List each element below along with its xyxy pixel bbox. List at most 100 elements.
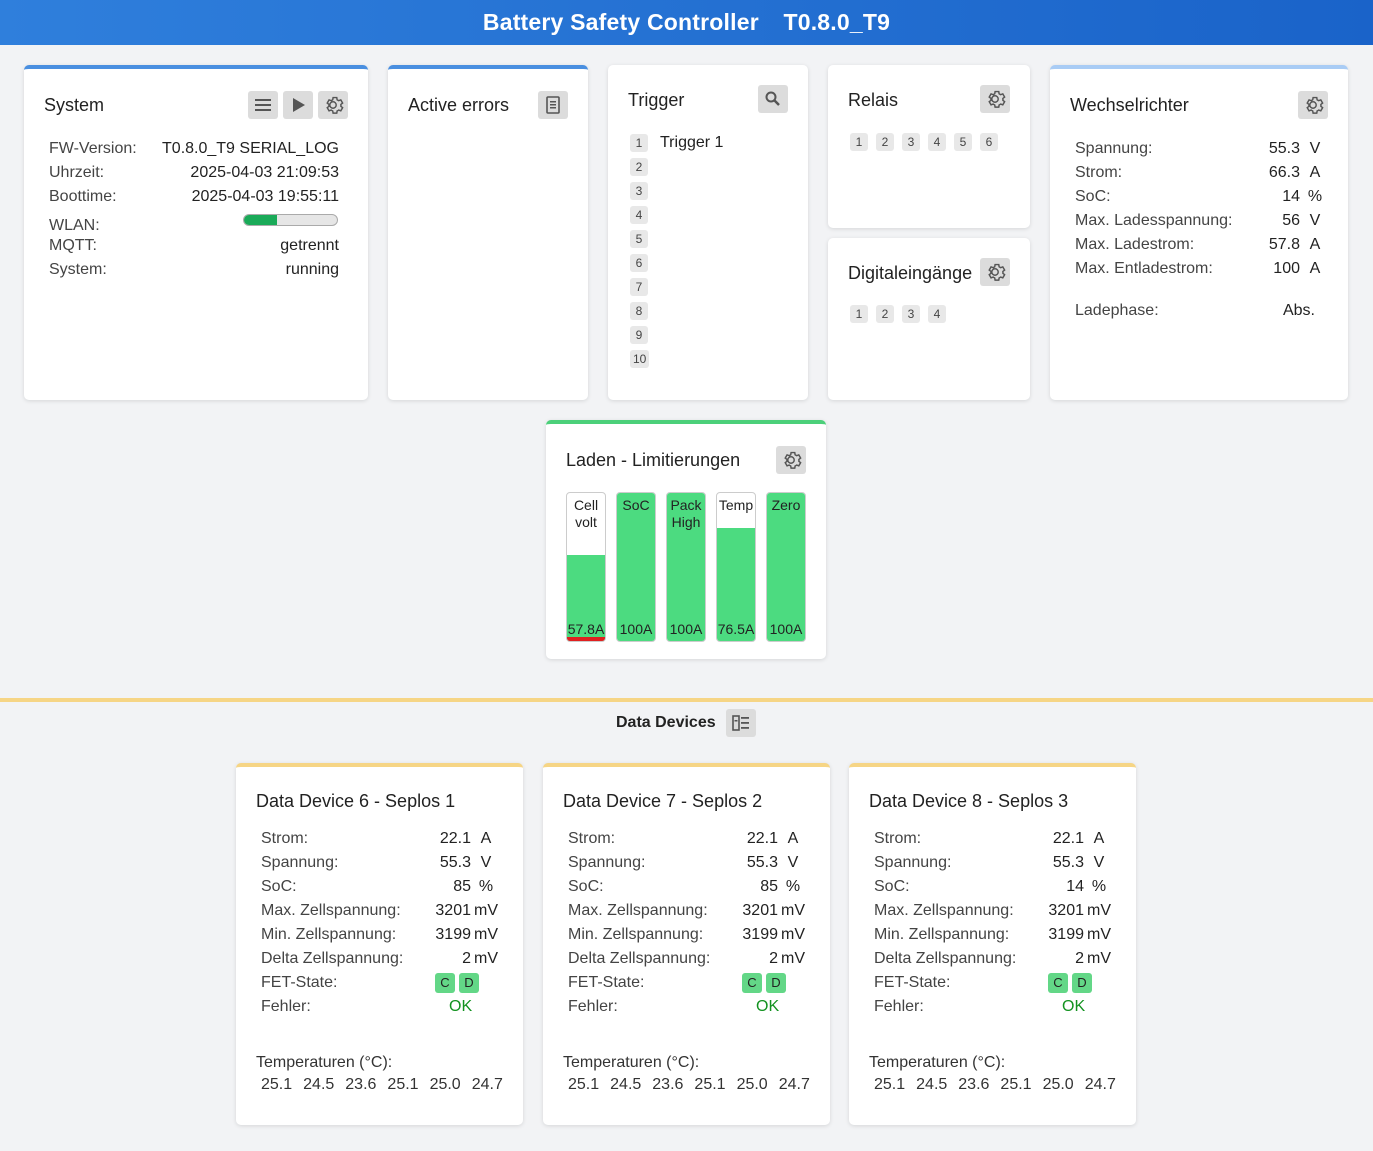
- temperature-value: 24.7: [471, 1076, 503, 1093]
- relay-badge[interactable]: 6: [980, 133, 998, 151]
- digital-input-badge[interactable]: 1: [850, 305, 868, 323]
- wlan-label: WLAN:: [49, 217, 100, 234]
- trigger-item[interactable]: 1 Trigger 1: [630, 131, 723, 155]
- error-row: Fehler: OK: [568, 995, 808, 1019]
- min-cell-voltage-row: Min. Zellspannung: 3199 mV: [261, 923, 501, 947]
- max-cell-voltage-label: Max. Zellspannung:: [261, 902, 401, 919]
- temperature-value: 25.1: [387, 1076, 419, 1093]
- max-cell-voltage-unit: mV: [1087, 902, 1111, 919]
- relay-badge[interactable]: 5: [954, 133, 972, 151]
- trigger-number-badge: 1: [630, 134, 648, 152]
- error-log-button[interactable]: [538, 91, 568, 119]
- trigger-number-badge: 2: [630, 158, 648, 176]
- digital-input-badge[interactable]: 2: [876, 305, 894, 323]
- trigger-number-badge: 3: [630, 182, 648, 200]
- inverter-row-value: 56: [1282, 212, 1300, 229]
- current-label: Strom:: [874, 830, 922, 847]
- trigger-item[interactable]: 8: [630, 299, 723, 323]
- gear-icon: [326, 96, 344, 114]
- current-unit: A: [480, 830, 492, 847]
- delta-cell-voltage-label: Delta Zellspannung:: [568, 950, 711, 967]
- error-status: OK: [756, 998, 780, 1015]
- temperature-value: 25.0: [1042, 1076, 1074, 1093]
- inverter-row-value: 14: [1282, 188, 1300, 205]
- inverter-row-label: SoC:: [1075, 188, 1111, 205]
- charge-limit-fill: [617, 493, 655, 641]
- current-unit: A: [1093, 830, 1105, 847]
- inverter-row-label: Strom:: [1075, 164, 1123, 181]
- errors-title: Active errors: [408, 95, 510, 115]
- inverter-row: Max. Ladesspannung: 56 V: [1075, 209, 1330, 233]
- digital-input-badge[interactable]: 3: [902, 305, 920, 323]
- temperatures-label: Temperaturen (°C):: [256, 1054, 393, 1071]
- temperature-value: 24.7: [778, 1076, 810, 1093]
- charge-limit-fill: [717, 527, 755, 641]
- inverter-row-unit: A: [1309, 236, 1321, 253]
- charge-limit-label: Pack High: [667, 497, 705, 531]
- inverter-row-label: Max. Ladesspannung:: [1075, 212, 1233, 229]
- soc-value: 14: [1066, 878, 1084, 895]
- fw-version-row: FW-Version: T0.8.0_T9 SERIAL_LOG: [49, 137, 339, 161]
- max-cell-voltage-unit: mV: [781, 902, 805, 919]
- time-label: Uhrzeit:: [49, 164, 105, 181]
- error-label: Fehler:: [568, 998, 618, 1015]
- current-row: Strom: 22.1 A: [568, 827, 808, 851]
- inverter-row-value: 55.3: [1268, 140, 1300, 157]
- voltage-value: 55.3: [439, 854, 471, 871]
- min-cell-voltage-label: Min. Zellspannung:: [261, 926, 397, 943]
- trigger-item[interactable]: 5: [630, 227, 723, 251]
- relay-badge[interactable]: 3: [902, 133, 920, 151]
- max-cell-voltage-unit: mV: [474, 902, 498, 919]
- delta-cell-voltage-value: 2: [769, 950, 778, 967]
- boottime-row: Boottime: 2025-04-03 19:55:11: [49, 185, 339, 209]
- voltage-unit: V: [1093, 854, 1105, 871]
- current-row: Strom: 22.1 A: [261, 827, 501, 851]
- trigger-item[interactable]: 4: [630, 203, 723, 227]
- max-cell-voltage-row: Max. Zellspannung: 3201 mV: [568, 899, 808, 923]
- trigger-item[interactable]: 6: [630, 251, 723, 275]
- relay-badge[interactable]: 2: [876, 133, 894, 151]
- play-button[interactable]: [283, 91, 313, 119]
- system-settings-button[interactable]: [318, 91, 348, 119]
- charge-limit-label-line2: High: [671, 514, 701, 530]
- gear-icon: [784, 451, 802, 469]
- trigger-item[interactable]: 9: [630, 323, 723, 347]
- errors-card: Active errors: [388, 65, 588, 400]
- inverter-row-value: 57.8: [1268, 236, 1300, 253]
- mqtt-label: MQTT:: [49, 237, 97, 254]
- digital-input-badge[interactable]: 4: [928, 305, 946, 323]
- temperatures-values: 25.1 24.5 23.6 25.1 25.0 24.7: [874, 1076, 1127, 1094]
- trigger-card: Trigger 1 Trigger 1 2 3 4 5 6 7 8 9 10: [608, 65, 808, 400]
- relay-badge[interactable]: 1: [850, 133, 868, 151]
- soc-row: SoC: 14%: [874, 875, 1114, 899]
- digital-settings-button[interactable]: [980, 258, 1010, 286]
- inverter-settings-button[interactable]: [1298, 91, 1328, 119]
- voltage-value: 55.3: [1052, 854, 1084, 871]
- relais-settings-button[interactable]: [980, 85, 1010, 113]
- delta-cell-voltage-value: 2: [1075, 950, 1084, 967]
- soc-unit: %: [478, 878, 494, 895]
- inverter-row: Max. Entladestrom: 100 A: [1075, 257, 1330, 281]
- data-devices-view-button[interactable]: [726, 709, 756, 737]
- system-info: FW-Version: T0.8.0_T9 SERIAL_LOG Uhrzeit:…: [49, 137, 339, 209]
- charge-settings-button[interactable]: [776, 446, 806, 474]
- trigger-search-button[interactable]: [758, 85, 788, 113]
- gear-icon: [988, 90, 1006, 108]
- delta-cell-voltage-unit: mV: [474, 950, 498, 967]
- charge-limit-label-line2: volt: [575, 514, 597, 530]
- trigger-item[interactable]: 7: [630, 275, 723, 299]
- min-cell-voltage-label: Min. Zellspannung:: [874, 926, 1010, 943]
- relay-badge[interactable]: 4: [928, 133, 946, 151]
- max-cell-voltage-value: 3201: [1048, 902, 1084, 919]
- trigger-item[interactable]: 2: [630, 155, 723, 179]
- menu-button[interactable]: [248, 91, 278, 119]
- trigger-item[interactable]: 3: [630, 179, 723, 203]
- current-label: Strom:: [568, 830, 616, 847]
- temperature-value: 23.6: [958, 1076, 990, 1093]
- charge-limit-value: 57.8A: [567, 621, 605, 637]
- charge-limit-column: Cell volt 57.8A: [566, 492, 606, 642]
- trigger-item[interactable]: 10: [630, 347, 723, 371]
- inverter-title: Wechselrichter: [1070, 95, 1189, 115]
- wlan-signal-bar: [243, 214, 338, 226]
